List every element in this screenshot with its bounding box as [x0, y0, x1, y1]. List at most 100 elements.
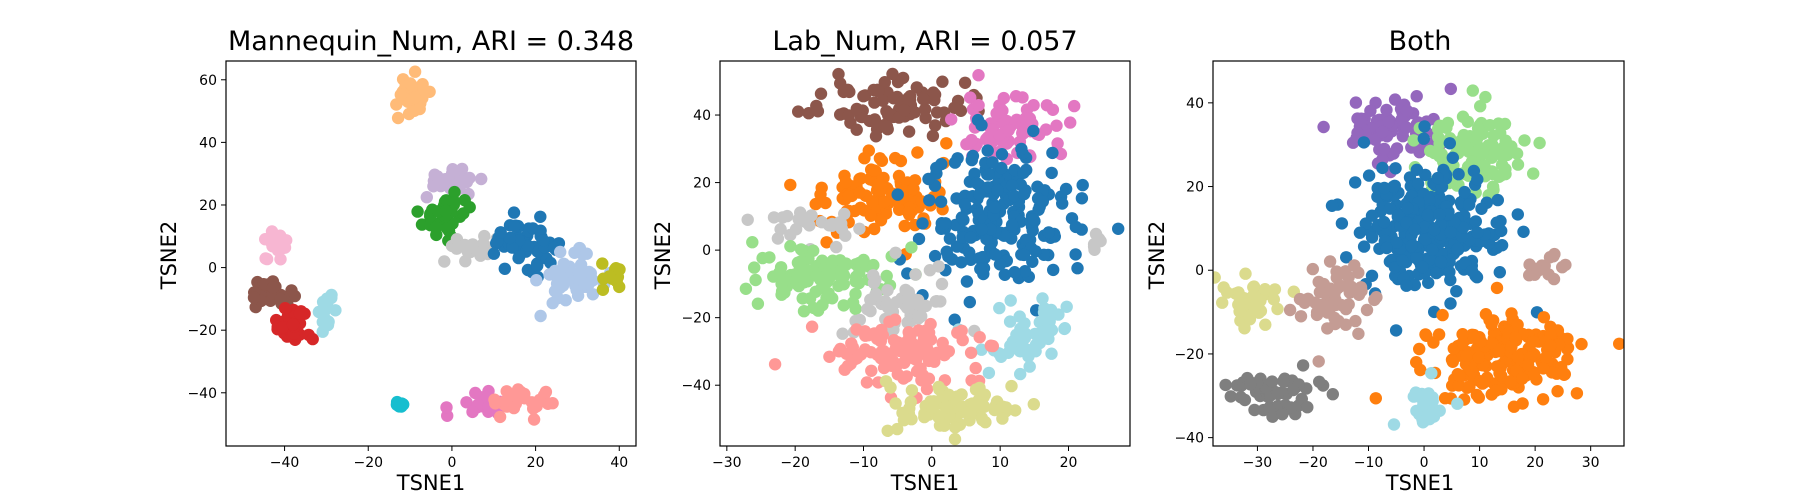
scatter-point [880, 269, 893, 283]
scatter-point [823, 350, 836, 363]
scatter-point [896, 71, 910, 85]
scatter-point [1505, 307, 1518, 320]
scatter-point [1313, 375, 1326, 388]
scatter-point [1471, 226, 1484, 239]
scatter-point [1452, 379, 1466, 392]
scatter-point [1476, 148, 1489, 161]
scatter-point [874, 214, 888, 227]
scatter-point [1516, 397, 1529, 410]
scatter-point [427, 180, 440, 193]
scatter-point [1444, 273, 1457, 287]
scatter-point [1387, 147, 1400, 160]
scatter-point [1271, 387, 1285, 401]
scatter-point [1436, 308, 1449, 322]
scatter-point [980, 232, 993, 246]
scatter-point [1432, 328, 1446, 341]
y-tick-label: −20 [187, 323, 217, 339]
scatter-point [1400, 121, 1413, 134]
scatter-point [922, 172, 935, 186]
scatter-point [1453, 369, 1466, 382]
scatter-point [857, 90, 870, 103]
scatter-point [1516, 372, 1529, 385]
scatter-point [1556, 261, 1569, 274]
y-tick-label: −40 [187, 386, 217, 402]
scatter-point [1511, 208, 1525, 221]
scatter-point [247, 291, 261, 304]
scatter-point [854, 348, 868, 361]
scatter-point [910, 353, 923, 366]
scatter-point [1296, 359, 1310, 372]
scatter-point [863, 114, 876, 128]
scatter-point [609, 262, 623, 275]
scatter-point [850, 102, 863, 116]
x-axis-label: TSNE1 [396, 471, 466, 495]
scatter-point [1027, 99, 1040, 112]
axes-frame [719, 60, 1131, 447]
scatter-point [546, 296, 559, 310]
scatter-point [839, 258, 853, 271]
scatter-point [853, 186, 867, 199]
scatter-point [463, 201, 476, 214]
scatter-point [832, 67, 845, 81]
scatter-point [1287, 383, 1300, 397]
scatter-point [981, 181, 995, 194]
x-tick-label: −20 [353, 455, 383, 471]
scatter-point [949, 421, 962, 434]
plot-area: −40 −20 0 20 40 −40 −20 0 20 40 60 [187, 60, 637, 471]
scatter-point [1557, 366, 1570, 380]
scatter-point [1036, 195, 1050, 208]
scatter-point [1533, 136, 1546, 150]
scatter-point [868, 327, 881, 340]
scatter-point [929, 295, 942, 308]
scatter-point [807, 244, 820, 257]
scatter-point [1046, 103, 1060, 117]
scatter-point [960, 275, 974, 288]
scatter-point [1378, 181, 1391, 195]
scatter-point [1017, 187, 1031, 201]
scatter-point [1017, 248, 1031, 262]
x-tick-label: −20 [780, 455, 810, 471]
scatter-point [823, 269, 836, 282]
scatter-point [911, 310, 925, 324]
plot-area: −30 −20 −10 0 10 20 −40 −20 0 20 40 [681, 60, 1131, 471]
x-tick-label: −20 [1298, 455, 1328, 471]
scatter-point [972, 99, 985, 112]
scatter-point [889, 246, 902, 259]
scatter-point [891, 188, 904, 201]
scatter-point [1051, 137, 1064, 150]
scatter-point [932, 260, 945, 273]
scatter-point [1321, 306, 1334, 319]
scatter-point [825, 256, 839, 269]
scatter-point [844, 357, 857, 371]
scatter-point [1353, 226, 1367, 239]
scatter-point [1452, 168, 1465, 181]
scatter-point [1407, 134, 1420, 147]
scatter-point [1416, 260, 1429, 274]
scatter-point [446, 163, 459, 176]
scatter-point [810, 269, 824, 283]
scatter-point [1548, 247, 1561, 261]
scatter-point [898, 104, 911, 117]
scatter-point [773, 266, 786, 279]
scatter-point [259, 233, 272, 246]
scatter-point [274, 229, 287, 242]
scatter-point [837, 269, 851, 283]
scatter-point [1463, 380, 1476, 393]
y-tick-label: −20 [1174, 347, 1204, 363]
scatter-point [993, 301, 1006, 315]
scatter-point [1471, 173, 1484, 186]
scatter-point [1334, 279, 1348, 293]
scatter-point [533, 393, 546, 407]
scatter-point [836, 327, 849, 340]
scatter-point [1324, 282, 1337, 295]
scatter-point [1045, 347, 1058, 360]
scatter-point [1527, 335, 1540, 349]
scatter-point [1376, 125, 1389, 139]
scatter-point [531, 259, 544, 272]
scatter-point [820, 236, 833, 249]
scatter-point [469, 386, 482, 400]
scatter-point [1390, 236, 1403, 249]
scatter-point [850, 123, 863, 136]
scatter-point [739, 282, 753, 295]
scatter-point [554, 245, 567, 259]
